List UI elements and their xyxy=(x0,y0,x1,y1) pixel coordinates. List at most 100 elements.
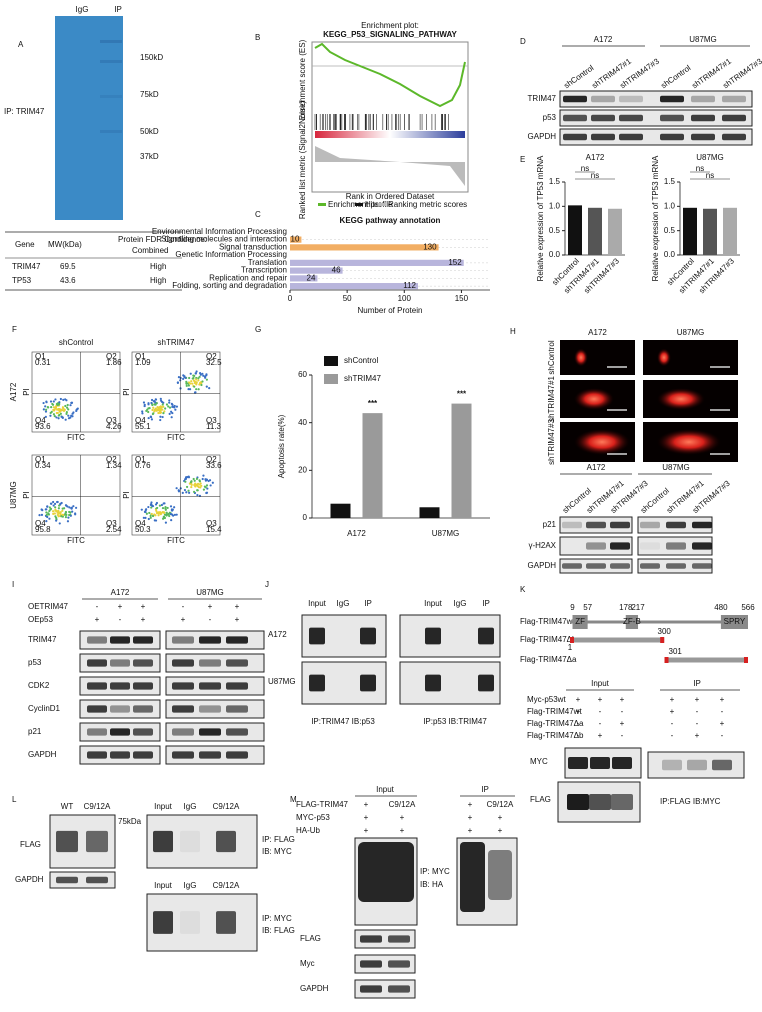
caption: IP:p53 IB:TRIM47 xyxy=(423,717,487,726)
blot-band xyxy=(172,659,194,667)
event-dot xyxy=(61,509,64,512)
blot-band xyxy=(199,659,221,667)
event-dot xyxy=(185,491,188,494)
category-label: Transcription xyxy=(241,266,287,275)
blot-band xyxy=(180,830,200,853)
event-dot xyxy=(191,382,194,385)
blot-band xyxy=(110,682,130,690)
legend-swatch xyxy=(324,356,338,366)
event-dot xyxy=(165,511,168,514)
group-label: A172 xyxy=(111,588,130,597)
event-dot xyxy=(67,408,70,411)
event-dot xyxy=(200,484,203,487)
event-dot xyxy=(52,406,55,409)
event-dot xyxy=(46,515,49,519)
event-dot xyxy=(47,512,50,515)
event-dot xyxy=(188,376,191,380)
event-dot xyxy=(55,402,58,406)
significance-label: ns xyxy=(706,171,714,180)
event-dot xyxy=(49,502,53,505)
residue-label: 566 xyxy=(741,603,755,612)
group-label: U87MG xyxy=(662,463,690,472)
blot-band xyxy=(591,114,615,122)
blot xyxy=(165,699,265,719)
event-dot xyxy=(57,507,60,510)
event-dot xyxy=(72,505,75,508)
condition-sign: - xyxy=(209,615,212,624)
gel-band xyxy=(100,95,122,98)
condition-sign: + xyxy=(620,695,625,704)
event-dot xyxy=(197,377,200,380)
event-dot xyxy=(147,505,150,509)
blot-band xyxy=(110,728,130,736)
x-axis-label: Rank in Ordered Dataset xyxy=(346,192,435,201)
event-dot xyxy=(149,415,153,419)
condition-sign: + xyxy=(598,695,603,704)
event-dot xyxy=(54,406,58,409)
marker-label: 50kD xyxy=(140,127,159,136)
event-dot xyxy=(159,418,162,422)
column-label: A172 xyxy=(588,328,607,337)
comet xyxy=(574,348,588,367)
condition-sign: C9/12A xyxy=(487,800,514,809)
event-dot xyxy=(66,505,69,508)
event-dot xyxy=(50,410,53,414)
blot-band xyxy=(425,674,441,692)
quadrant-name: Q3 xyxy=(106,519,117,528)
value-label: 10 xyxy=(291,235,300,244)
bar xyxy=(362,413,383,518)
category-label: Signal transduction xyxy=(219,242,287,251)
event-dot xyxy=(152,412,155,415)
event-dot xyxy=(185,485,189,489)
blot-band xyxy=(199,636,221,644)
condition-sign: - xyxy=(119,615,122,624)
event-dot xyxy=(173,404,176,408)
legend-swatch xyxy=(355,203,363,206)
event-dot xyxy=(144,510,147,514)
table-cell: High xyxy=(150,276,166,285)
event-dot xyxy=(45,401,48,404)
row-label: TRIM47 xyxy=(28,635,57,644)
quadrant-value: 11.3 xyxy=(206,422,222,431)
table-header: MW(kDa) xyxy=(48,240,82,249)
condition-sign: - xyxy=(621,731,624,740)
construct-name: Flag-TRIM47Δa xyxy=(520,655,577,664)
blot-band xyxy=(110,636,130,644)
event-dot xyxy=(150,398,154,402)
column-label: shControl xyxy=(59,338,93,347)
blot-band xyxy=(133,705,153,713)
quadrant-value: 32.5 xyxy=(206,358,222,367)
event-dot xyxy=(69,514,72,517)
condition-sign: + xyxy=(235,615,240,624)
row-label: FLAG xyxy=(20,840,41,849)
event-dot xyxy=(67,516,70,519)
condition-sign: - xyxy=(96,602,99,611)
chart-title: A172 xyxy=(586,153,605,162)
event-dot xyxy=(59,412,62,415)
quadrant-name: Q2 xyxy=(206,352,217,361)
x-tick-label: 0 xyxy=(288,294,293,303)
condition-sign: + xyxy=(468,826,473,835)
blot-band xyxy=(662,759,682,771)
event-dot xyxy=(209,484,212,487)
quadrant-name: Q2 xyxy=(206,455,217,464)
event-dot xyxy=(65,411,68,414)
event-dot xyxy=(38,513,41,517)
event-dot xyxy=(168,401,171,404)
chart-title: KEGG pathway annotation xyxy=(340,216,441,225)
lane-label: Input xyxy=(154,881,173,890)
event-dot xyxy=(142,401,146,404)
blot-band xyxy=(199,728,221,736)
caption: IP:TRIM47 IB:p53 xyxy=(311,717,375,726)
legend-label: shTRIM47 xyxy=(344,374,381,383)
event-dot xyxy=(194,372,197,375)
y-tick-label: 0.5 xyxy=(664,226,676,235)
gel-band xyxy=(100,60,122,63)
blot-band xyxy=(133,682,153,690)
fragment xyxy=(664,657,748,663)
event-dot xyxy=(154,403,157,406)
side-label: IP: TRIM47 xyxy=(4,107,45,116)
event-dot xyxy=(193,385,196,388)
event-dot xyxy=(62,398,65,401)
lane-label: shControl xyxy=(562,63,595,90)
